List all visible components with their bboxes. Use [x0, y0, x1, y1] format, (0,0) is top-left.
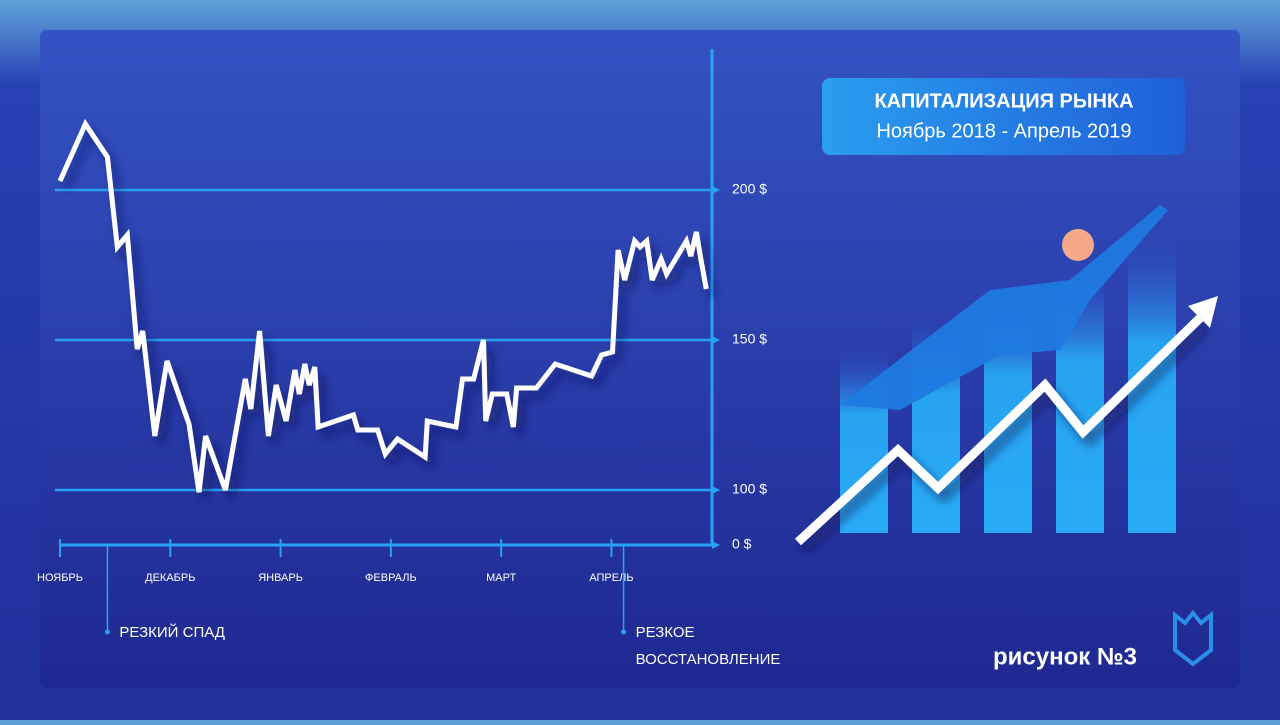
decor-arrow — [794, 314, 1204, 546]
y-tick-mark — [712, 486, 720, 494]
decor-figure — [840, 205, 1168, 410]
caption: рисунок №3 — [993, 643, 1137, 670]
decor-head — [1062, 229, 1094, 261]
x-tick-label: ФЕВРАЛЬ — [365, 572, 417, 584]
annotation-dot — [104, 629, 110, 635]
y-tick-label: 100 $ — [732, 481, 767, 497]
y-tick-label: 0 $ — [732, 536, 752, 552]
annotation-label: РЕЗКОЕ ВОССТАНОВЛЕНИЕ — [636, 624, 781, 668]
x-tick-label: МАРТ — [486, 572, 516, 584]
annotation-label: РЕЗКИЙ СПАД — [119, 623, 224, 641]
illustration — [794, 205, 1218, 546]
y-tick-label: 150 $ — [732, 331, 767, 347]
y-tick-mark — [712, 336, 720, 344]
y-tick-mark — [712, 186, 720, 194]
x-tick-label: НОЯБРЬ — [37, 572, 83, 584]
y-tick-label: 200 $ — [732, 181, 767, 197]
x-tick-label: ЯНВАРЬ — [258, 572, 303, 584]
x-tick-label: ДЕКАБРЬ — [145, 572, 195, 584]
data-line — [57, 118, 709, 493]
decor-arrowhead — [1188, 296, 1218, 328]
x-tick-label: АПРЕЛЬ — [589, 572, 633, 584]
title-box — [822, 78, 1185, 155]
chart-title: КАПИТАЛИЗАЦИЯ РЫНКА — [874, 90, 1133, 112]
chart-subtitle: Ноябрь 2018 - Апрель 2019 — [876, 120, 1131, 142]
annotation-dot — [621, 629, 627, 635]
y-tick-mark — [712, 541, 720, 549]
logo — [1173, 609, 1213, 667]
